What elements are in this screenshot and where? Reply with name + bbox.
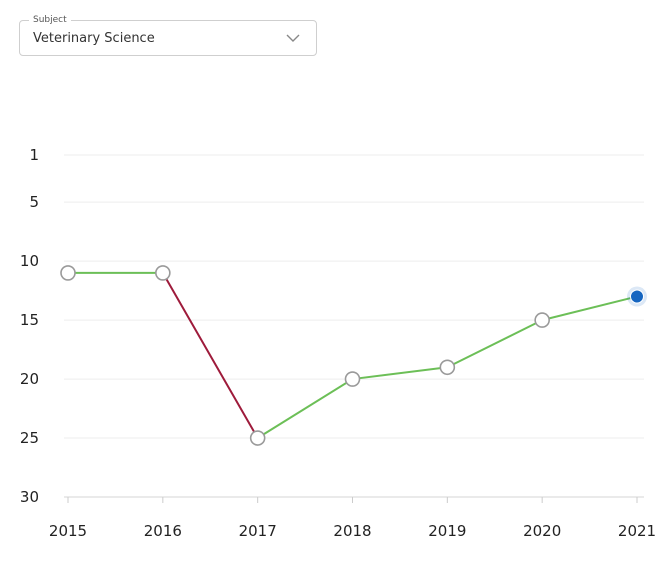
data-point-2019[interactable] <box>439 359 456 376</box>
x-tick-label-2019: 2019 <box>428 522 466 540</box>
subject-label: Subject <box>29 14 71 26</box>
series-segment-2017-2018 <box>256 378 354 440</box>
x-tick-label-2018: 2018 <box>333 522 371 540</box>
data-point-2016[interactable] <box>155 265 171 281</box>
series-points <box>60 265 647 446</box>
subject-value: Veterinary Science <box>33 31 155 46</box>
subject-select[interactable]: Subject Veterinary Science <box>19 14 317 56</box>
data-point-2018[interactable] <box>344 371 361 387</box>
y-tick-label-20: 20 <box>20 370 39 388</box>
y-tick-label-10: 10 <box>20 252 39 270</box>
data-point-2015[interactable] <box>60 265 76 281</box>
series-segment-2018-2019 <box>351 366 449 381</box>
data-point-2021[interactable] <box>630 289 644 304</box>
series-segment-2020-2021 <box>541 295 638 322</box>
series-segment-2019-2020 <box>446 319 544 369</box>
grid-lines <box>64 154 644 498</box>
y-tick-label-30: 30 <box>20 488 39 506</box>
y-tick-label-25: 25 <box>20 429 39 447</box>
x-tick-label-2021: 2021 <box>618 522 656 540</box>
x-tick-label-2017: 2017 <box>239 522 277 540</box>
data-point-2020[interactable] <box>534 312 550 328</box>
series-lines <box>67 271 638 440</box>
x-tick-label-2015: 2015 <box>49 522 87 540</box>
series-segment-2016-2017 <box>161 271 259 440</box>
data-point-2017[interactable] <box>249 430 266 446</box>
x-tick-label-2020: 2020 <box>523 522 561 540</box>
y-tick-label-5: 5 <box>29 193 39 211</box>
x-tick-label-2016: 2016 <box>144 522 182 540</box>
y-tick-label-15: 15 <box>20 311 39 329</box>
chevron-down-icon[interactable] <box>284 29 302 47</box>
x-axis-ticks: 2015 2016 2017 2018 2019 2020 2021 <box>49 497 656 540</box>
y-tick-label-1: 1 <box>29 146 39 164</box>
